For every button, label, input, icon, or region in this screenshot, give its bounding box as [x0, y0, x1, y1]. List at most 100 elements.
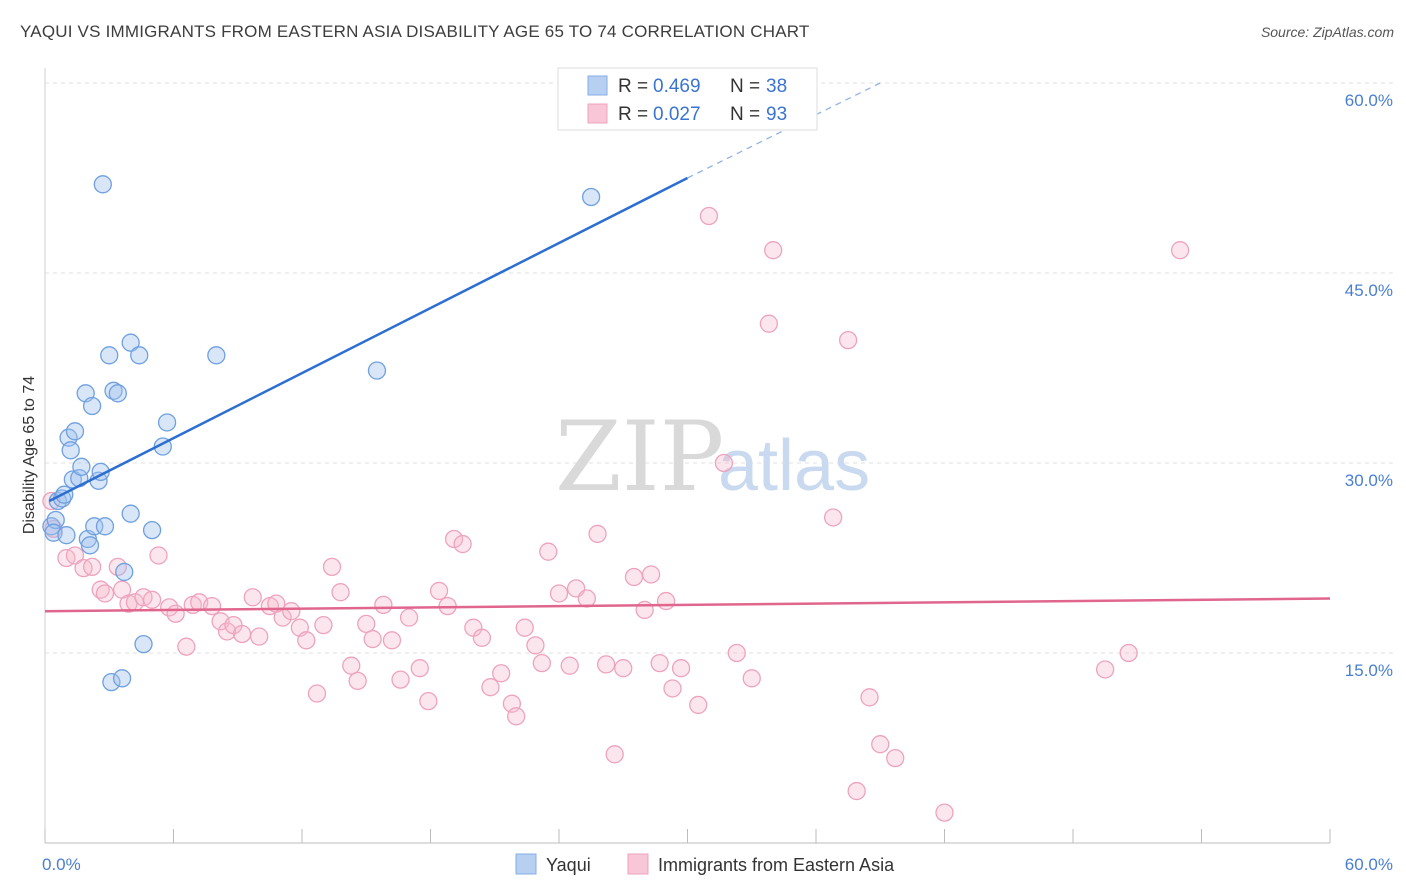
immigrants-point	[297, 631, 316, 650]
yaqui-point	[121, 333, 140, 352]
legend-n-value-1: 38	[766, 76, 787, 97]
yaqui-point	[112, 669, 132, 688]
immigrants-point	[444, 529, 464, 549]
immigrants-point	[410, 659, 429, 678]
immigrants-point	[699, 206, 719, 226]
immigrants-point	[671, 659, 691, 678]
immigrants-point	[322, 557, 342, 577]
y-tick-label: 60.0%	[1345, 91, 1393, 110]
legend-r-value-1: 0.469	[653, 76, 701, 97]
source-label: Source: ZipAtlas.com	[1260, 24, 1394, 40]
immigrants-point	[641, 565, 661, 584]
immigrants-point	[481, 678, 500, 697]
bottom-legend-immigrants-label: Immigrants from Eastern Asia	[658, 855, 895, 875]
y-tick-label: 15.0%	[1345, 661, 1393, 680]
legend-r-label-2: R =	[618, 104, 648, 125]
yaqui-point	[115, 562, 134, 582]
immigrants-point	[314, 615, 333, 635]
immigrants-point	[166, 604, 185, 623]
immigrants-point	[453, 534, 472, 554]
immigrants-point	[202, 596, 222, 616]
yaqui-point	[207, 346, 226, 365]
immigrants-point	[605, 745, 624, 764]
y-axis-label: Disability Age 65 to 74	[21, 376, 38, 534]
yaqui-point	[61, 441, 80, 460]
yaqui-point	[95, 517, 115, 536]
immigrants-point	[650, 653, 669, 673]
immigrants-point	[539, 542, 558, 561]
immigrants-point	[382, 631, 402, 650]
yaqui-point	[142, 520, 162, 540]
legend-immigrants-swatch	[587, 103, 608, 124]
immigrants-point	[243, 588, 262, 607]
immigrants-point	[342, 656, 361, 675]
legend-box: R = 0.469 N = 38 R = 0.027 N = 93	[557, 67, 818, 131]
immigrants-point	[348, 671, 367, 691]
immigrants-point	[282, 602, 301, 621]
yaqui-point	[72, 457, 91, 476]
immigrants-point	[363, 629, 382, 649]
bottom-legend-immigrants-swatch	[627, 853, 649, 875]
immigrants-trend-line	[44, 597, 1331, 613]
immigrants-point	[549, 584, 569, 603]
immigrants-point	[577, 589, 596, 608]
yaqui-point	[102, 672, 121, 692]
legend-n-label-2: N =	[730, 104, 760, 125]
immigrants-point	[65, 546, 85, 565]
y-tick-label: 30.0%	[1345, 471, 1393, 490]
yaqui-trend-extension	[687, 82, 881, 179]
immigrants-point	[391, 670, 410, 689]
immigrants-point	[82, 557, 102, 577]
y-tick-labels: 15.0% 30.0% 45.0% 60.0%	[1345, 91, 1393, 680]
immigrants-point	[357, 614, 376, 634]
immigrants-point	[374, 595, 393, 615]
immigrants-point	[764, 241, 783, 260]
bottom-legend-yaqui-swatch	[515, 853, 537, 875]
immigrants-point	[560, 656, 579, 675]
immigrants-point	[624, 567, 644, 587]
immigrants-point	[526, 636, 545, 655]
bottom-legend-yaqui-label: Yaqui	[546, 855, 591, 875]
chart-title: YAQUI VS IMMIGRANTS FROM EASTERN ASIA DI…	[20, 22, 810, 41]
immigrants-point	[727, 643, 746, 663]
trend-lines	[44, 82, 1331, 613]
immigrants-point	[614, 659, 633, 678]
immigrants-point	[429, 581, 449, 601]
yaqui-point	[93, 175, 112, 194]
yaqui-point	[108, 384, 127, 403]
immigrants-point	[95, 584, 115, 603]
yaqui-point	[100, 346, 119, 365]
immigrants-point	[177, 637, 196, 656]
immigrants-point	[871, 735, 890, 754]
x-tick-labels: 0.0% 60.0%	[42, 855, 1393, 874]
legend-r-label-1: R =	[618, 76, 648, 97]
yaqui-point	[57, 526, 76, 545]
legend-n-value-2: 93	[766, 104, 787, 125]
immigrants-point	[759, 314, 779, 333]
yaqui-trend-line	[48, 176, 689, 503]
immigrants-point	[149, 546, 168, 565]
immigrants-point	[935, 803, 954, 822]
immigrants-point	[1170, 241, 1190, 260]
y-tick-label: 45.0%	[1345, 281, 1393, 300]
legend-yaqui-swatch	[587, 75, 608, 96]
watermark-zip: ZIP	[555, 401, 724, 513]
immigrants-point	[142, 590, 162, 609]
immigrants-points	[42, 206, 1190, 822]
yaqui-points	[42, 175, 601, 692]
yaqui-point	[65, 422, 85, 441]
yaqui-point	[134, 634, 153, 654]
yaqui-point	[80, 536, 100, 555]
immigrants-point	[588, 524, 607, 544]
immigrants-point	[596, 655, 616, 674]
immigrants-point	[886, 748, 905, 768]
immigrants-point	[823, 508, 843, 527]
grid	[45, 82, 1395, 654]
axes	[44, 68, 1331, 844]
yaqui-point	[157, 413, 177, 432]
x-tick-label: 60.0%	[1345, 855, 1393, 874]
legend-r-value-2: 0.027	[653, 104, 701, 125]
immigrants-point	[331, 583, 350, 602]
immigrants-point	[838, 330, 858, 350]
